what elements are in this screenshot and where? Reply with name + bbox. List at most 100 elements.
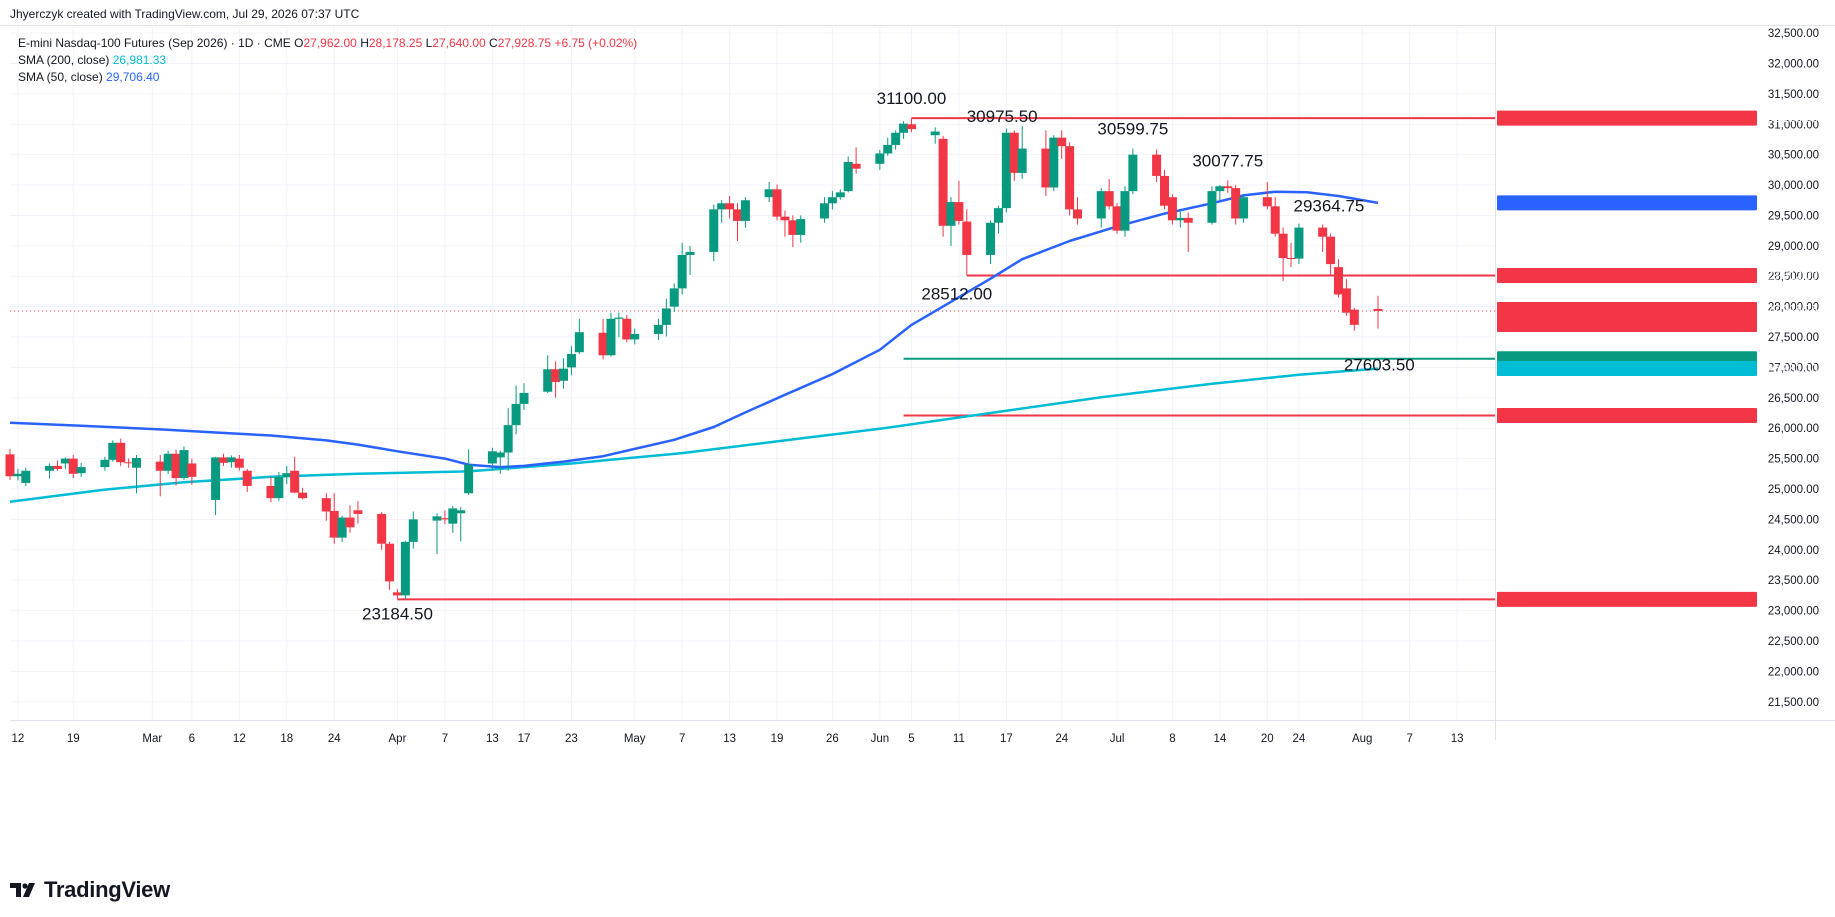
candle[interactable] xyxy=(1017,125,1027,179)
candle[interactable] xyxy=(780,210,790,237)
candle[interactable] xyxy=(677,242,687,295)
candle[interactable] xyxy=(448,506,458,533)
candle[interactable] xyxy=(21,467,31,486)
candle[interactable] xyxy=(400,540,410,600)
candle[interactable] xyxy=(614,312,624,338)
candle[interactable] xyxy=(1167,194,1177,225)
candle[interactable] xyxy=(1009,130,1019,181)
candle[interactable] xyxy=(1262,182,1272,210)
candle[interactable] xyxy=(717,200,727,223)
candle[interactable] xyxy=(1183,212,1193,252)
candle[interactable] xyxy=(440,510,450,525)
candle[interactable] xyxy=(226,455,236,468)
candle[interactable] xyxy=(938,135,948,237)
candle[interactable] xyxy=(60,457,70,469)
sma50-line[interactable] xyxy=(9,190,1379,469)
candle[interactable] xyxy=(495,450,505,474)
candle[interactable] xyxy=(116,438,126,466)
candle[interactable] xyxy=(1175,209,1185,228)
candle[interactable] xyxy=(669,283,679,313)
legend-symbol-row[interactable]: E-mini Nasdaq-100 Futures (Sep 2026) · 1… xyxy=(18,35,637,52)
candle[interactable] xyxy=(1041,130,1051,196)
candle[interactable] xyxy=(1326,233,1336,277)
candle[interactable] xyxy=(1278,227,1288,282)
candle[interactable] xyxy=(899,121,909,139)
candle[interactable] xyxy=(883,137,893,156)
candle[interactable] xyxy=(1096,188,1106,228)
candle[interactable] xyxy=(511,385,521,435)
candle[interactable] xyxy=(598,318,608,360)
candle[interactable] xyxy=(1104,178,1114,210)
candle[interactable] xyxy=(1128,148,1138,195)
candle[interactable] xyxy=(52,460,62,471)
candle[interactable] xyxy=(930,127,940,144)
footer-brand[interactable]: TradingView xyxy=(10,875,170,905)
candle[interactable] xyxy=(329,493,339,544)
candle[interactable] xyxy=(408,511,418,549)
candle[interactable] xyxy=(606,312,616,357)
candle[interactable] xyxy=(653,318,663,341)
candle[interactable] xyxy=(630,328,640,345)
candle[interactable] xyxy=(764,182,774,203)
candle[interactable] xyxy=(503,408,513,471)
candle[interactable] xyxy=(843,156,853,193)
candle[interactable] xyxy=(211,456,221,516)
candle[interactable] xyxy=(234,454,244,471)
candle[interactable] xyxy=(827,191,837,210)
candle[interactable] xyxy=(1120,186,1130,237)
candle[interactable] xyxy=(13,468,23,481)
candle[interactable] xyxy=(1231,185,1241,225)
candle[interactable] xyxy=(155,454,165,497)
candle[interactable] xyxy=(337,515,347,542)
candle[interactable] xyxy=(274,471,284,501)
candle[interactable] xyxy=(171,449,181,486)
candle[interactable] xyxy=(1318,224,1328,252)
candle[interactable] xyxy=(1294,223,1304,265)
candle[interactable] xyxy=(1112,203,1122,234)
candle[interactable] xyxy=(574,318,584,355)
candle[interactable] xyxy=(740,197,750,228)
candle[interactable] xyxy=(1333,259,1343,298)
candle[interactable] xyxy=(219,453,229,466)
candle[interactable] xyxy=(1349,307,1359,331)
candle[interactable] xyxy=(456,507,466,542)
candle[interactable] xyxy=(1215,185,1225,201)
candle[interactable] xyxy=(772,184,782,221)
candle[interactable] xyxy=(1286,242,1296,268)
candle[interactable] xyxy=(377,512,387,550)
candle[interactable] xyxy=(733,203,742,241)
candle[interactable] xyxy=(282,465,292,485)
candle[interactable] xyxy=(519,383,529,410)
legend-sma200-row[interactable]: SMA (200, close) 26,981.33 xyxy=(18,52,637,69)
candle[interactable] xyxy=(725,195,735,219)
candle[interactable] xyxy=(100,456,110,471)
candle[interactable] xyxy=(1223,180,1233,193)
candle[interactable] xyxy=(179,446,189,480)
candle[interactable] xyxy=(962,209,972,276)
candle[interactable] xyxy=(1239,194,1249,223)
candle[interactable] xyxy=(622,315,632,343)
candle[interactable] xyxy=(132,454,142,494)
candle[interactable] xyxy=(432,513,442,555)
candle[interactable] xyxy=(1160,169,1170,210)
candle[interactable] xyxy=(551,361,561,398)
candle[interactable] xyxy=(946,197,956,246)
candle[interactable] xyxy=(68,454,78,479)
candle[interactable] xyxy=(1152,149,1162,183)
candle[interactable] xyxy=(321,493,331,521)
candle[interactable] xyxy=(464,449,474,496)
candle[interactable] xyxy=(345,505,355,533)
candle[interactable] xyxy=(566,346,576,376)
candle[interactable] xyxy=(5,448,15,480)
candle[interactable] xyxy=(266,476,276,503)
candle[interactable] xyxy=(559,358,569,389)
candle[interactable] xyxy=(709,204,719,262)
candle[interactable] xyxy=(1073,197,1083,225)
candle[interactable] xyxy=(891,130,901,150)
candle[interactable] xyxy=(1065,142,1075,216)
candle[interactable] xyxy=(1341,279,1351,316)
candle[interactable] xyxy=(543,355,553,393)
candle[interactable] xyxy=(124,458,134,468)
candle[interactable] xyxy=(353,501,363,524)
candle[interactable] xyxy=(242,468,252,493)
